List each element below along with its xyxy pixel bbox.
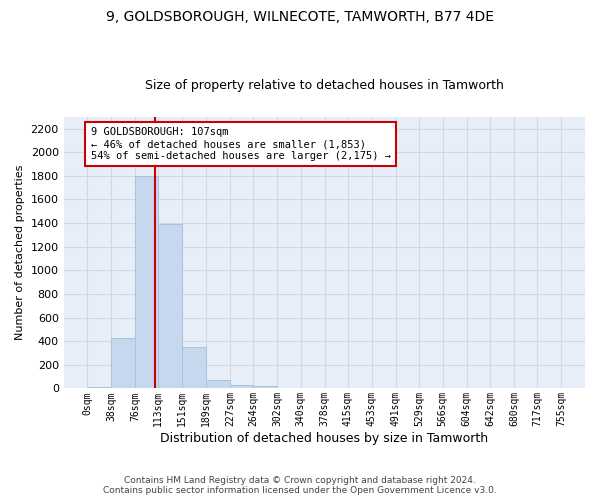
Bar [182,347,206,389]
Text: Contains HM Land Registry data © Crown copyright and database right 2024.
Contai: Contains HM Land Registry data © Crown c… [103,476,497,495]
Y-axis label: Number of detached properties: Number of detached properties [15,165,25,340]
Title: Size of property relative to detached houses in Tamworth: Size of property relative to detached ho… [145,79,504,92]
Bar [158,224,182,388]
Bar [230,385,253,388]
Bar [135,176,158,388]
Bar [206,380,230,388]
Text: 9, GOLDSBOROUGH, WILNECOTE, TAMWORTH, B77 4DE: 9, GOLDSBOROUGH, WILNECOTE, TAMWORTH, B7… [106,10,494,24]
X-axis label: Distribution of detached houses by size in Tamworth: Distribution of detached houses by size … [160,432,488,445]
Bar [111,338,135,388]
Text: 9 GOLDSBOROUGH: 107sqm
← 46% of detached houses are smaller (1,853)
54% of semi-: 9 GOLDSBOROUGH: 107sqm ← 46% of detached… [91,128,391,160]
Bar [88,386,111,388]
Bar [253,386,277,388]
